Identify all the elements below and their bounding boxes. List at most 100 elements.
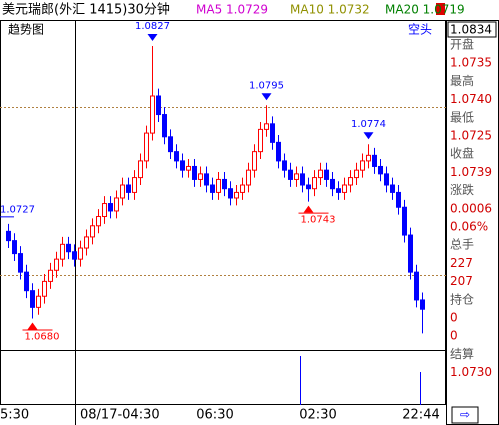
- candle-body: [264, 123, 269, 130]
- chart-title: 趋势图: [8, 23, 44, 37]
- candle-body: [270, 123, 275, 143]
- price-annotation: 1.0795: [249, 80, 284, 91]
- price-annotation: 1.0774: [351, 119, 386, 130]
- price-annotation: 1.0727: [0, 204, 35, 215]
- candle-body: [54, 258, 59, 271]
- panel-label: 总手: [450, 238, 474, 252]
- candle-body: [30, 290, 35, 308]
- candle-body: [330, 178, 335, 190]
- candle-body: [276, 141, 281, 162]
- x-axis-label: 06:30: [196, 408, 233, 423]
- price-annotation: 1.0827: [135, 21, 170, 32]
- ma-label: MA5 1.0729: [196, 3, 268, 17]
- candle-body: [234, 191, 239, 199]
- panel-value: 207: [450, 274, 473, 288]
- candle-body: [294, 173, 299, 180]
- candle-body: [396, 191, 401, 208]
- status-box: [436, 3, 445, 15]
- candle-body: [180, 160, 185, 171]
- candle-body: [282, 160, 287, 171]
- panel-value: 1.0735: [450, 56, 492, 70]
- candle-body: [408, 234, 413, 273]
- marker-triangle: [261, 93, 272, 101]
- candle-body: [354, 169, 359, 179]
- candle-body: [84, 236, 89, 249]
- candle-body: [204, 173, 209, 186]
- panel-value: 1.0739: [450, 165, 492, 179]
- candle-body: [36, 295, 41, 308]
- candle-body: [240, 184, 245, 193]
- instrument-title: 美元瑞郎(外汇 1415)30分钟: [2, 2, 170, 18]
- candle-body: [324, 169, 329, 180]
- candle-body: [288, 169, 293, 180]
- marker-triangle: [147, 33, 158, 41]
- candle-body: [96, 216, 101, 227]
- candle-body: [252, 151, 257, 171]
- panel-label: 结算: [450, 346, 474, 361]
- candle-body: [60, 243, 65, 260]
- candle-body: [318, 169, 323, 179]
- scroll-button[interactable]: [451, 406, 479, 424]
- price-annotation: 1.0680: [25, 331, 60, 342]
- panel-top-price: 1.0834: [450, 23, 492, 37]
- candle-body: [126, 184, 131, 193]
- panel-value: 1.0740: [450, 92, 492, 106]
- panel-value: 227: [450, 256, 473, 270]
- marker-triangle: [303, 205, 314, 213]
- candle-body: [162, 114, 167, 138]
- candle-body: [402, 206, 407, 236]
- candle-body: [390, 184, 395, 193]
- panel-value: 1.0725: [450, 129, 492, 143]
- panel-price-box: [447, 21, 497, 38]
- scroll-arrow[interactable]: ⇨: [460, 408, 470, 422]
- chart-frame: [0, 20, 446, 405]
- x-axis-label: 5:30: [0, 408, 29, 423]
- candle-body: [222, 178, 227, 190]
- candle-body: [186, 165, 191, 171]
- candle-body: [156, 95, 161, 116]
- candle-body: [78, 247, 83, 260]
- candle-body: [12, 240, 17, 255]
- candle-body: [312, 177, 317, 190]
- panel-value: 0: [450, 311, 458, 325]
- candle-body: [336, 188, 341, 193]
- candle-body: [18, 253, 23, 273]
- candle-body: [210, 184, 215, 193]
- panel-value: 0: [450, 329, 458, 343]
- candle-body: [132, 177, 137, 193]
- candle-body: [72, 251, 77, 260]
- candle-body: [372, 154, 377, 167]
- candle-body: [90, 225, 95, 238]
- price-annotation: 1.0743: [301, 215, 336, 226]
- candle-body: [24, 271, 29, 292]
- candle-body: [174, 151, 179, 162]
- candle-body: [192, 165, 197, 180]
- signal-label: 空头: [408, 23, 432, 37]
- candle-body: [102, 203, 107, 218]
- panel-label: 开盘: [450, 37, 474, 52]
- candle-body: [108, 203, 113, 212]
- candle-body: [228, 188, 233, 199]
- candle-body: [246, 169, 251, 186]
- x-axis-label: 08/17-04:30: [80, 408, 160, 423]
- candle-body: [48, 269, 53, 282]
- candle-body: [168, 136, 173, 153]
- candle-body: [420, 299, 425, 310]
- candle-body: [6, 230, 11, 242]
- candle-body: [42, 280, 47, 297]
- candle-body: [66, 243, 71, 253]
- candle-body: [120, 184, 125, 199]
- marker-triangle: [27, 322, 38, 330]
- panel-label: 收盘: [450, 146, 474, 161]
- candle-body: [342, 184, 347, 193]
- marker-triangle: [363, 132, 374, 140]
- candle-body: [306, 184, 311, 190]
- candle-body: [114, 197, 119, 212]
- panel-value: 1.0730: [450, 365, 492, 379]
- candle-body: [378, 165, 383, 175]
- candle-body: [384, 173, 389, 186]
- candle-body: [360, 160, 365, 171]
- x-axis-label: 02:30: [299, 408, 336, 423]
